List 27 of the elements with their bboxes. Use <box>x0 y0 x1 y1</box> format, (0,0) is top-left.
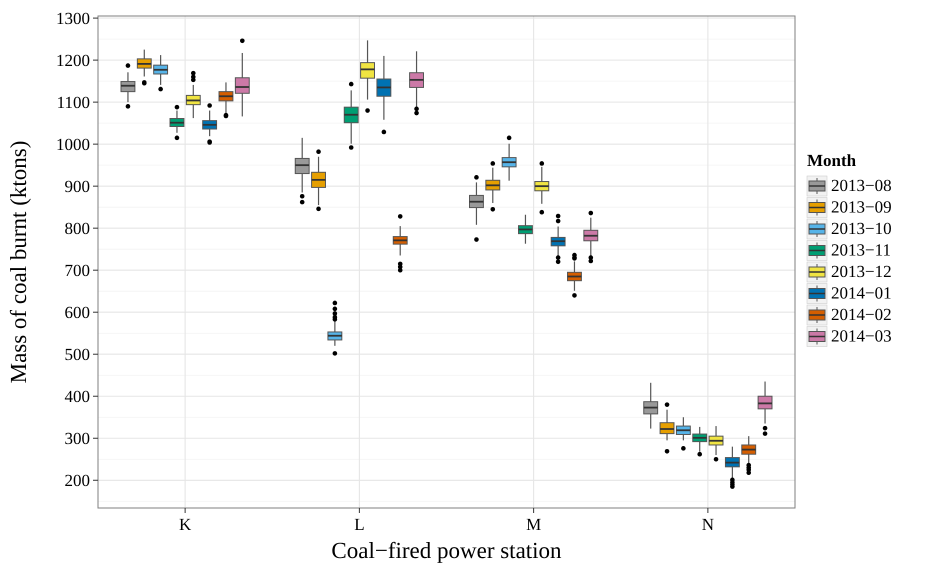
x-axis-title: Coal−fired power station <box>331 538 562 563</box>
legend-label: 2013−12 <box>831 262 892 281</box>
legend-label: 2013−10 <box>831 219 892 238</box>
legend-label: 2014−02 <box>831 305 892 324</box>
y-tick-label: 300 <box>64 429 90 448</box>
y-tick-label: 600 <box>64 303 90 322</box>
x-tick-label: K <box>178 515 192 534</box>
x-tick-label: M <box>526 515 542 534</box>
legend-label: 2013−09 <box>831 198 892 216</box>
y-tick-label: 800 <box>64 219 90 238</box>
y-tick-label: 400 <box>64 387 90 406</box>
y-tick-label: 500 <box>64 345 90 364</box>
y-tick-label: 1300 <box>56 9 90 28</box>
x-tick-label: N <box>702 515 714 534</box>
y-tick-label: 700 <box>64 261 90 280</box>
y-axis-title: Mass of coal burnt (ktons) <box>6 140 31 384</box>
y-tick-label: 200 <box>64 471 90 490</box>
y-tick-label: 900 <box>64 177 90 196</box>
legend-label: 2014−01 <box>831 284 892 302</box>
legend-label: 2013−08 <box>831 176 892 195</box>
y-tick-label: 1000 <box>56 135 90 154</box>
legend-label: 2013−11 <box>831 240 891 260</box>
y-tick-label: 1100 <box>56 93 90 112</box>
x-tick-label: L <box>354 515 365 534</box>
legend-title: Month <box>807 151 857 170</box>
y-tick-label: 1200 <box>56 51 90 70</box>
legend-label: 2014−03 <box>831 326 892 346</box>
